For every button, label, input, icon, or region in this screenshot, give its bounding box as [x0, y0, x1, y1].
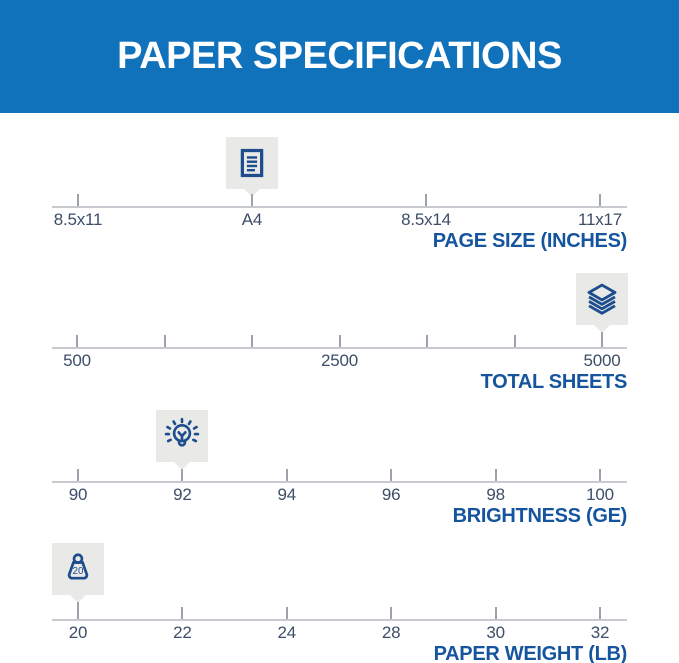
tick-mark	[425, 194, 427, 206]
tick-label: 98	[486, 485, 505, 504]
marker-tick	[601, 332, 603, 347]
tick-mark	[513, 335, 516, 347]
tick-label: 92	[173, 485, 192, 504]
tick-mark	[285, 607, 288, 619]
axis-line	[52, 206, 627, 208]
header-banner: PAPER SPECIFICATIONS	[0, 0, 679, 113]
tick-mark	[77, 469, 79, 481]
marker-tick	[77, 602, 79, 619]
tick-label: 2500	[320, 351, 359, 370]
tick-label: 24	[277, 623, 297, 642]
tick-label: 96	[381, 485, 401, 504]
tick-label: 28	[381, 623, 401, 642]
tick-mark	[77, 194, 79, 206]
tick-mark	[390, 607, 393, 619]
marker-page-size	[226, 137, 278, 189]
scale-title: TOTAL SHEETS	[480, 371, 628, 393]
page-title: PAPER SPECIFICATIONS	[117, 35, 562, 77]
tick-mark	[494, 607, 497, 619]
scale-title: PAPER WEIGHT (LB)	[433, 643, 628, 663]
tick-label: 32	[590, 623, 610, 642]
tick-mark	[285, 469, 288, 481]
marker-brightness	[156, 410, 209, 462]
tick-mark	[181, 469, 184, 481]
tick-label: 94	[277, 485, 297, 504]
tick-mark	[251, 194, 253, 206]
sheets-stack-icon	[587, 283, 617, 315]
tick-mark	[77, 607, 79, 619]
tick-label: 22	[173, 623, 192, 642]
tick-label: 8.5x11	[53, 210, 103, 229]
axis-line	[52, 619, 627, 621]
tick-mark	[599, 607, 601, 619]
lightbulb-icon	[165, 417, 200, 447]
marker-tick	[181, 469, 184, 481]
tick-mark	[599, 469, 601, 481]
tick-mark	[601, 335, 603, 347]
tick-mark	[494, 469, 497, 481]
marker-paper-weight: 20	[52, 543, 104, 595]
tick-label: 500	[63, 351, 91, 370]
tick-label: 8.5x14	[401, 210, 451, 229]
weight-value-label: 20	[73, 566, 84, 577]
tick-label: 20	[68, 623, 88, 642]
scale-title: BRIGHTNESS (GE)	[452, 505, 628, 527]
weight-icon: 20	[67, 553, 89, 580]
document-icon	[240, 148, 264, 178]
scale-title: PAGE SIZE (INCHES)	[432, 230, 628, 252]
marker-total-sheets	[576, 273, 628, 325]
tick-mark	[251, 335, 253, 347]
tick-label: 30	[486, 623, 505, 642]
tick-mark	[338, 335, 341, 347]
tick-label: 90	[68, 485, 88, 504]
marker-tick	[251, 196, 253, 206]
tick-mark	[181, 607, 184, 619]
tick-mark	[426, 335, 428, 347]
axis-line	[52, 347, 627, 349]
tick-label: A4	[241, 210, 263, 229]
tick-label: 100	[586, 485, 614, 504]
tick-mark	[163, 335, 166, 347]
tick-label: 11x17	[577, 210, 623, 229]
axis-line	[52, 481, 627, 483]
tick-label: 5000	[583, 351, 621, 370]
tick-mark	[390, 469, 393, 481]
tick-mark	[76, 335, 78, 347]
tick-mark	[599, 194, 601, 206]
